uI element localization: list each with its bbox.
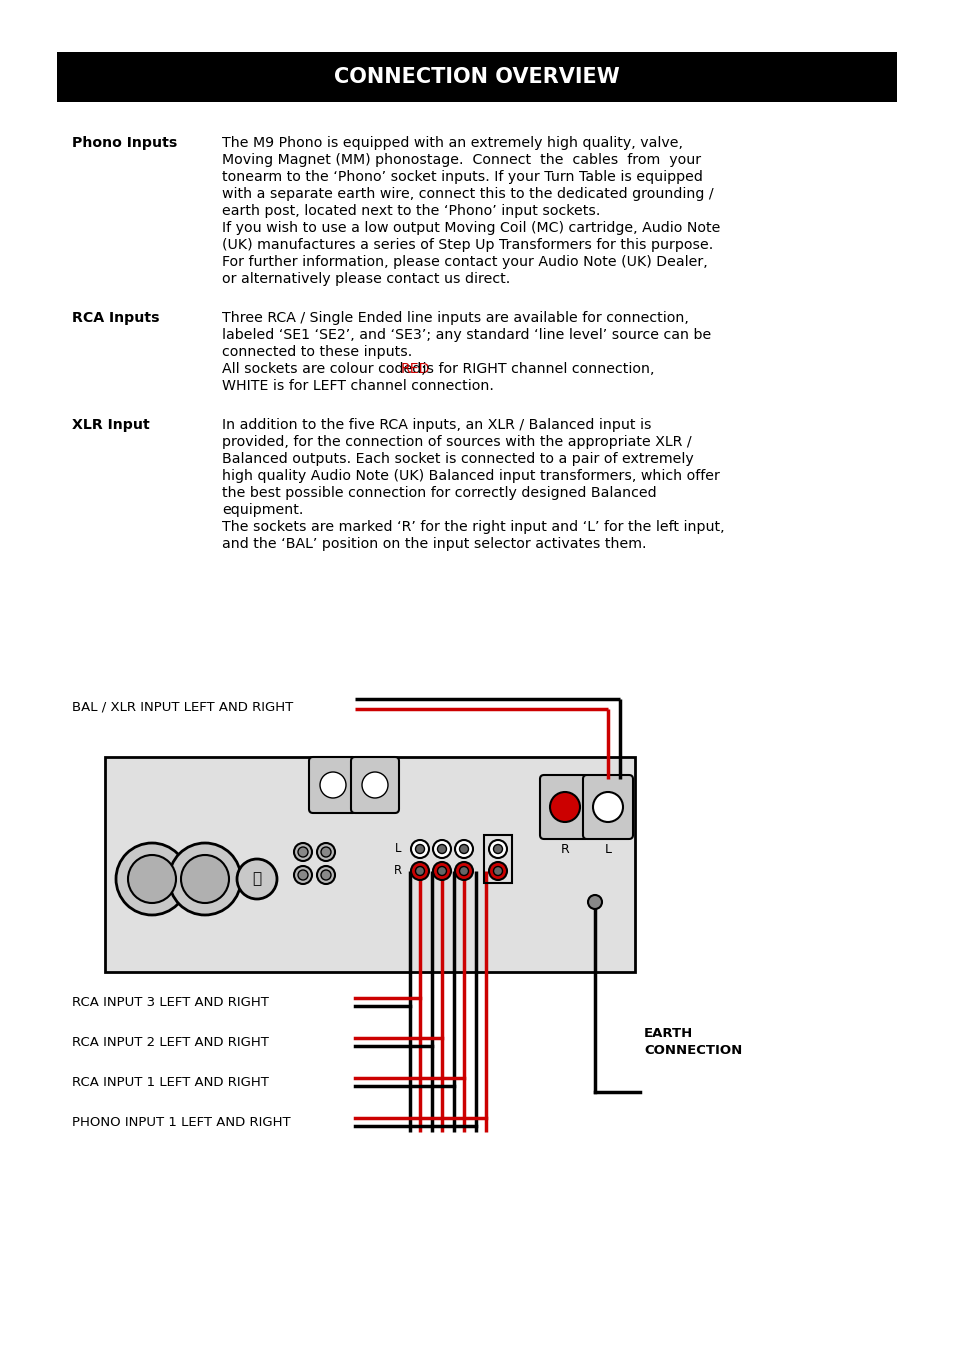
FancyBboxPatch shape xyxy=(582,775,633,838)
Text: ⑁: ⑁ xyxy=(253,872,261,887)
Text: Three RCA / Single Ended line inputs are available for connection,: Three RCA / Single Ended line inputs are… xyxy=(222,310,688,325)
Circle shape xyxy=(416,867,424,876)
Text: earth post, located next to the ‘Phono’ input sockets.: earth post, located next to the ‘Phono’ … xyxy=(222,204,599,217)
Text: the best possible connection for correctly designed Balanced: the best possible connection for correct… xyxy=(222,486,656,500)
Circle shape xyxy=(455,840,473,859)
Text: with a separate earth wire, connect this to the dedicated grounding /: with a separate earth wire, connect this… xyxy=(222,188,713,201)
Text: WHITE is for LEFT channel connection.: WHITE is for LEFT channel connection. xyxy=(222,379,494,393)
FancyBboxPatch shape xyxy=(351,757,398,813)
Circle shape xyxy=(361,772,388,798)
Text: BAL / XLR INPUT LEFT AND RIGHT: BAL / XLR INPUT LEFT AND RIGHT xyxy=(71,701,293,714)
Text: RCA Inputs: RCA Inputs xyxy=(71,310,159,325)
Text: connected to these inputs.: connected to these inputs. xyxy=(222,346,412,359)
Text: PHONO INPUT 1 LEFT AND RIGHT: PHONO INPUT 1 LEFT AND RIGHT xyxy=(71,1115,291,1129)
Text: RCA INPUT 2 LEFT AND RIGHT: RCA INPUT 2 LEFT AND RIGHT xyxy=(71,1035,269,1049)
Circle shape xyxy=(459,845,468,853)
Circle shape xyxy=(116,842,188,915)
Text: If you wish to use a low output Moving Coil (MC) cartridge, Audio Note: If you wish to use a low output Moving C… xyxy=(222,221,720,235)
Circle shape xyxy=(320,869,331,880)
Text: R: R xyxy=(394,864,401,878)
Circle shape xyxy=(455,863,473,880)
Circle shape xyxy=(416,845,424,853)
Circle shape xyxy=(593,792,622,822)
Text: In addition to the five RCA inputs, an XLR / Balanced input is: In addition to the five RCA inputs, an X… xyxy=(222,418,651,432)
Text: high quality Audio Note (UK) Balanced input transformers, which offer: high quality Audio Note (UK) Balanced in… xyxy=(222,468,720,483)
Circle shape xyxy=(459,867,468,876)
Text: Balanced outputs. Each socket is connected to a pair of extremely: Balanced outputs. Each socket is connect… xyxy=(222,452,693,466)
Circle shape xyxy=(433,863,451,880)
Circle shape xyxy=(294,865,312,884)
Text: The M9 Phono is equipped with an extremely high quality, valve,: The M9 Phono is equipped with an extreme… xyxy=(222,136,682,150)
Text: XLR Input: XLR Input xyxy=(71,418,150,432)
Text: (UK) manufactures a series of Step Up Transformers for this purpose.: (UK) manufactures a series of Step Up Tr… xyxy=(222,238,713,252)
Circle shape xyxy=(489,840,506,859)
Circle shape xyxy=(128,855,175,903)
Circle shape xyxy=(181,855,229,903)
Text: RCA INPUT 3 LEFT AND RIGHT: RCA INPUT 3 LEFT AND RIGHT xyxy=(71,995,269,1008)
Text: is for RIGHT channel connection,: is for RIGHT channel connection, xyxy=(418,362,654,377)
Text: RED: RED xyxy=(400,362,430,377)
Circle shape xyxy=(316,842,335,861)
Circle shape xyxy=(236,859,276,899)
Circle shape xyxy=(319,772,346,798)
Text: Phono Inputs: Phono Inputs xyxy=(71,136,177,150)
Bar xyxy=(57,53,896,103)
FancyBboxPatch shape xyxy=(539,775,589,838)
Text: The sockets are marked ‘R’ for the right input and ‘L’ for the left input,: The sockets are marked ‘R’ for the right… xyxy=(222,520,724,535)
Circle shape xyxy=(320,846,331,857)
Text: and the ‘BAL’ position on the input selector activates them.: and the ‘BAL’ position on the input sele… xyxy=(222,537,646,551)
Circle shape xyxy=(493,845,502,853)
Text: or alternatively please contact us direct.: or alternatively please contact us direc… xyxy=(222,271,510,286)
Text: provided, for the connection of sources with the appropriate XLR /: provided, for the connection of sources … xyxy=(222,435,691,450)
Text: For further information, please contact your Audio Note (UK) Dealer,: For further information, please contact … xyxy=(222,255,707,269)
Text: labeled ‘SE1 ‘SE2’, and ‘SE3’; any standard ‘line level’ source can be: labeled ‘SE1 ‘SE2’, and ‘SE3’; any stand… xyxy=(222,328,711,342)
Circle shape xyxy=(294,842,312,861)
Circle shape xyxy=(169,842,241,915)
Circle shape xyxy=(550,792,579,822)
Text: RCA INPUT 1 LEFT AND RIGHT: RCA INPUT 1 LEFT AND RIGHT xyxy=(71,1076,269,1088)
Circle shape xyxy=(411,863,429,880)
Text: CONNECTION OVERVIEW: CONNECTION OVERVIEW xyxy=(334,68,619,86)
Circle shape xyxy=(493,867,502,876)
Circle shape xyxy=(437,867,446,876)
Circle shape xyxy=(411,840,429,859)
Text: Moving Magnet (MM) phonostage.  Connect  the  cables  from  your: Moving Magnet (MM) phonostage. Connect t… xyxy=(222,153,700,167)
Text: equipment.: equipment. xyxy=(222,504,303,517)
Text: L: L xyxy=(395,842,401,856)
Text: R: R xyxy=(560,842,569,856)
Bar xyxy=(483,836,512,883)
FancyBboxPatch shape xyxy=(309,757,356,813)
Bar xyxy=(105,757,635,972)
Circle shape xyxy=(587,895,601,909)
Circle shape xyxy=(489,863,506,880)
Circle shape xyxy=(297,869,308,880)
Text: tonearm to the ‘Phono’ socket inputs. If your Turn Table is equipped: tonearm to the ‘Phono’ socket inputs. If… xyxy=(222,170,702,184)
Text: L: L xyxy=(604,842,611,856)
Circle shape xyxy=(437,845,446,853)
Circle shape xyxy=(433,840,451,859)
Text: EARTH
CONNECTION: EARTH CONNECTION xyxy=(643,1027,741,1057)
Circle shape xyxy=(316,865,335,884)
Circle shape xyxy=(297,846,308,857)
Text: All sockets are colour coded;: All sockets are colour coded; xyxy=(222,362,430,377)
